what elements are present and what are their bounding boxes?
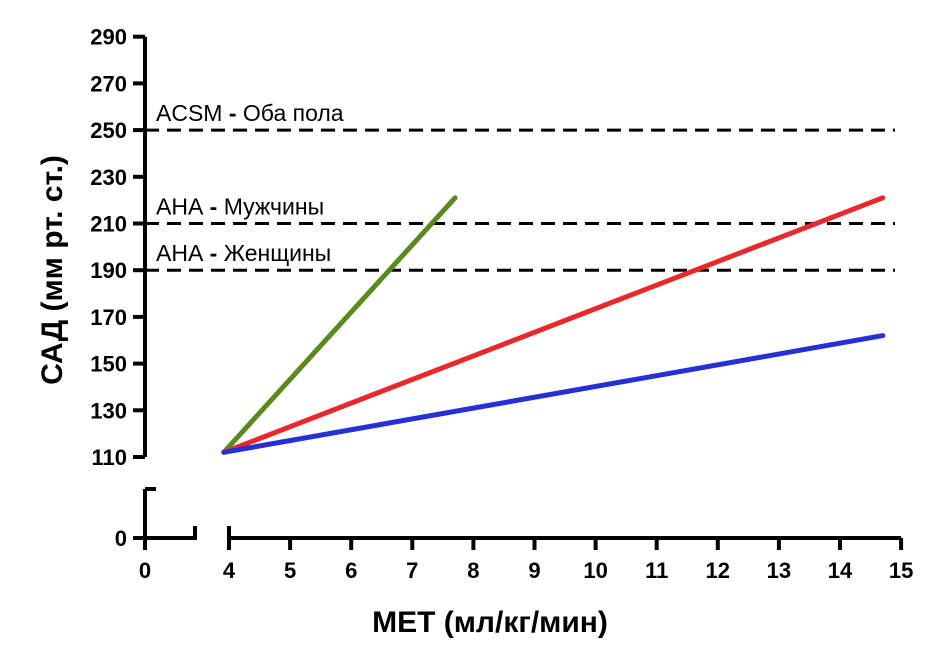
reference-label-separator: - — [222, 100, 242, 126]
series-lines — [221, 195, 886, 455]
x-tick-label: 8 — [467, 558, 479, 583]
series-line-1 — [221, 195, 458, 455]
series-line-3 — [221, 333, 886, 455]
x-tick-label: 10 — [583, 558, 607, 583]
y-tick-label: 170 — [90, 305, 127, 330]
reference-label-main: ACSM — [156, 100, 222, 126]
x-tick-label: 14 — [828, 558, 853, 583]
x-tick-label: 6 — [345, 558, 357, 583]
x-tick-label: 13 — [767, 558, 791, 583]
reference-label-rest: Женщины — [224, 240, 331, 266]
reference-line-label: АНА - Мужчины — [156, 194, 324, 220]
reference-label-separator: - — [203, 240, 223, 266]
reference-label-main: АНА — [156, 240, 204, 266]
reference-label-rest: Мужчины — [224, 194, 324, 220]
y-tick-label: 0 — [115, 526, 127, 551]
y-tick-label: 210 — [90, 212, 127, 237]
y-tick-label: 250 — [90, 118, 127, 143]
y-tick-label: 290 — [90, 25, 127, 50]
y-tick-label: 150 — [90, 352, 127, 377]
x-tick-label: 0 — [139, 558, 151, 583]
x-axis-title: МЕТ (мл/кг/мин) — [372, 606, 608, 639]
y-tick-label: 230 — [90, 165, 127, 190]
y-tick-label: 190 — [90, 258, 127, 283]
x-tick-label: 15 — [889, 558, 913, 583]
reference-label-separator: - — [203, 194, 223, 220]
reference-line-label: АНА - Женщины — [156, 240, 331, 266]
reference-label-rest: Оба пола — [243, 100, 344, 126]
x-tick-label: 4 — [223, 558, 236, 583]
y-tick-label: 110 — [92, 445, 128, 470]
x-tick-label: 5 — [284, 558, 296, 583]
reference-line-label: ACSM - Оба пола — [156, 100, 344, 126]
series-line-2 — [221, 195, 886, 455]
x-tick-label: 11 — [645, 558, 668, 583]
y-tick-label: 130 — [90, 398, 127, 423]
x-tick-label: 12 — [706, 558, 730, 583]
reference-label-main: АНА — [156, 194, 204, 220]
y-axis-title: САД (мм рт. ст.) — [36, 155, 69, 385]
y-tick-label: 270 — [90, 71, 127, 96]
tick-labels: 0 110 130 150 170 190 210 230 250 270 290 0 4 5 6 7 8 9 10… — [90, 25, 913, 583]
x-tick-label: 9 — [528, 558, 540, 583]
axes — [133, 34, 904, 550]
x-tick-label: 7 — [406, 558, 418, 583]
